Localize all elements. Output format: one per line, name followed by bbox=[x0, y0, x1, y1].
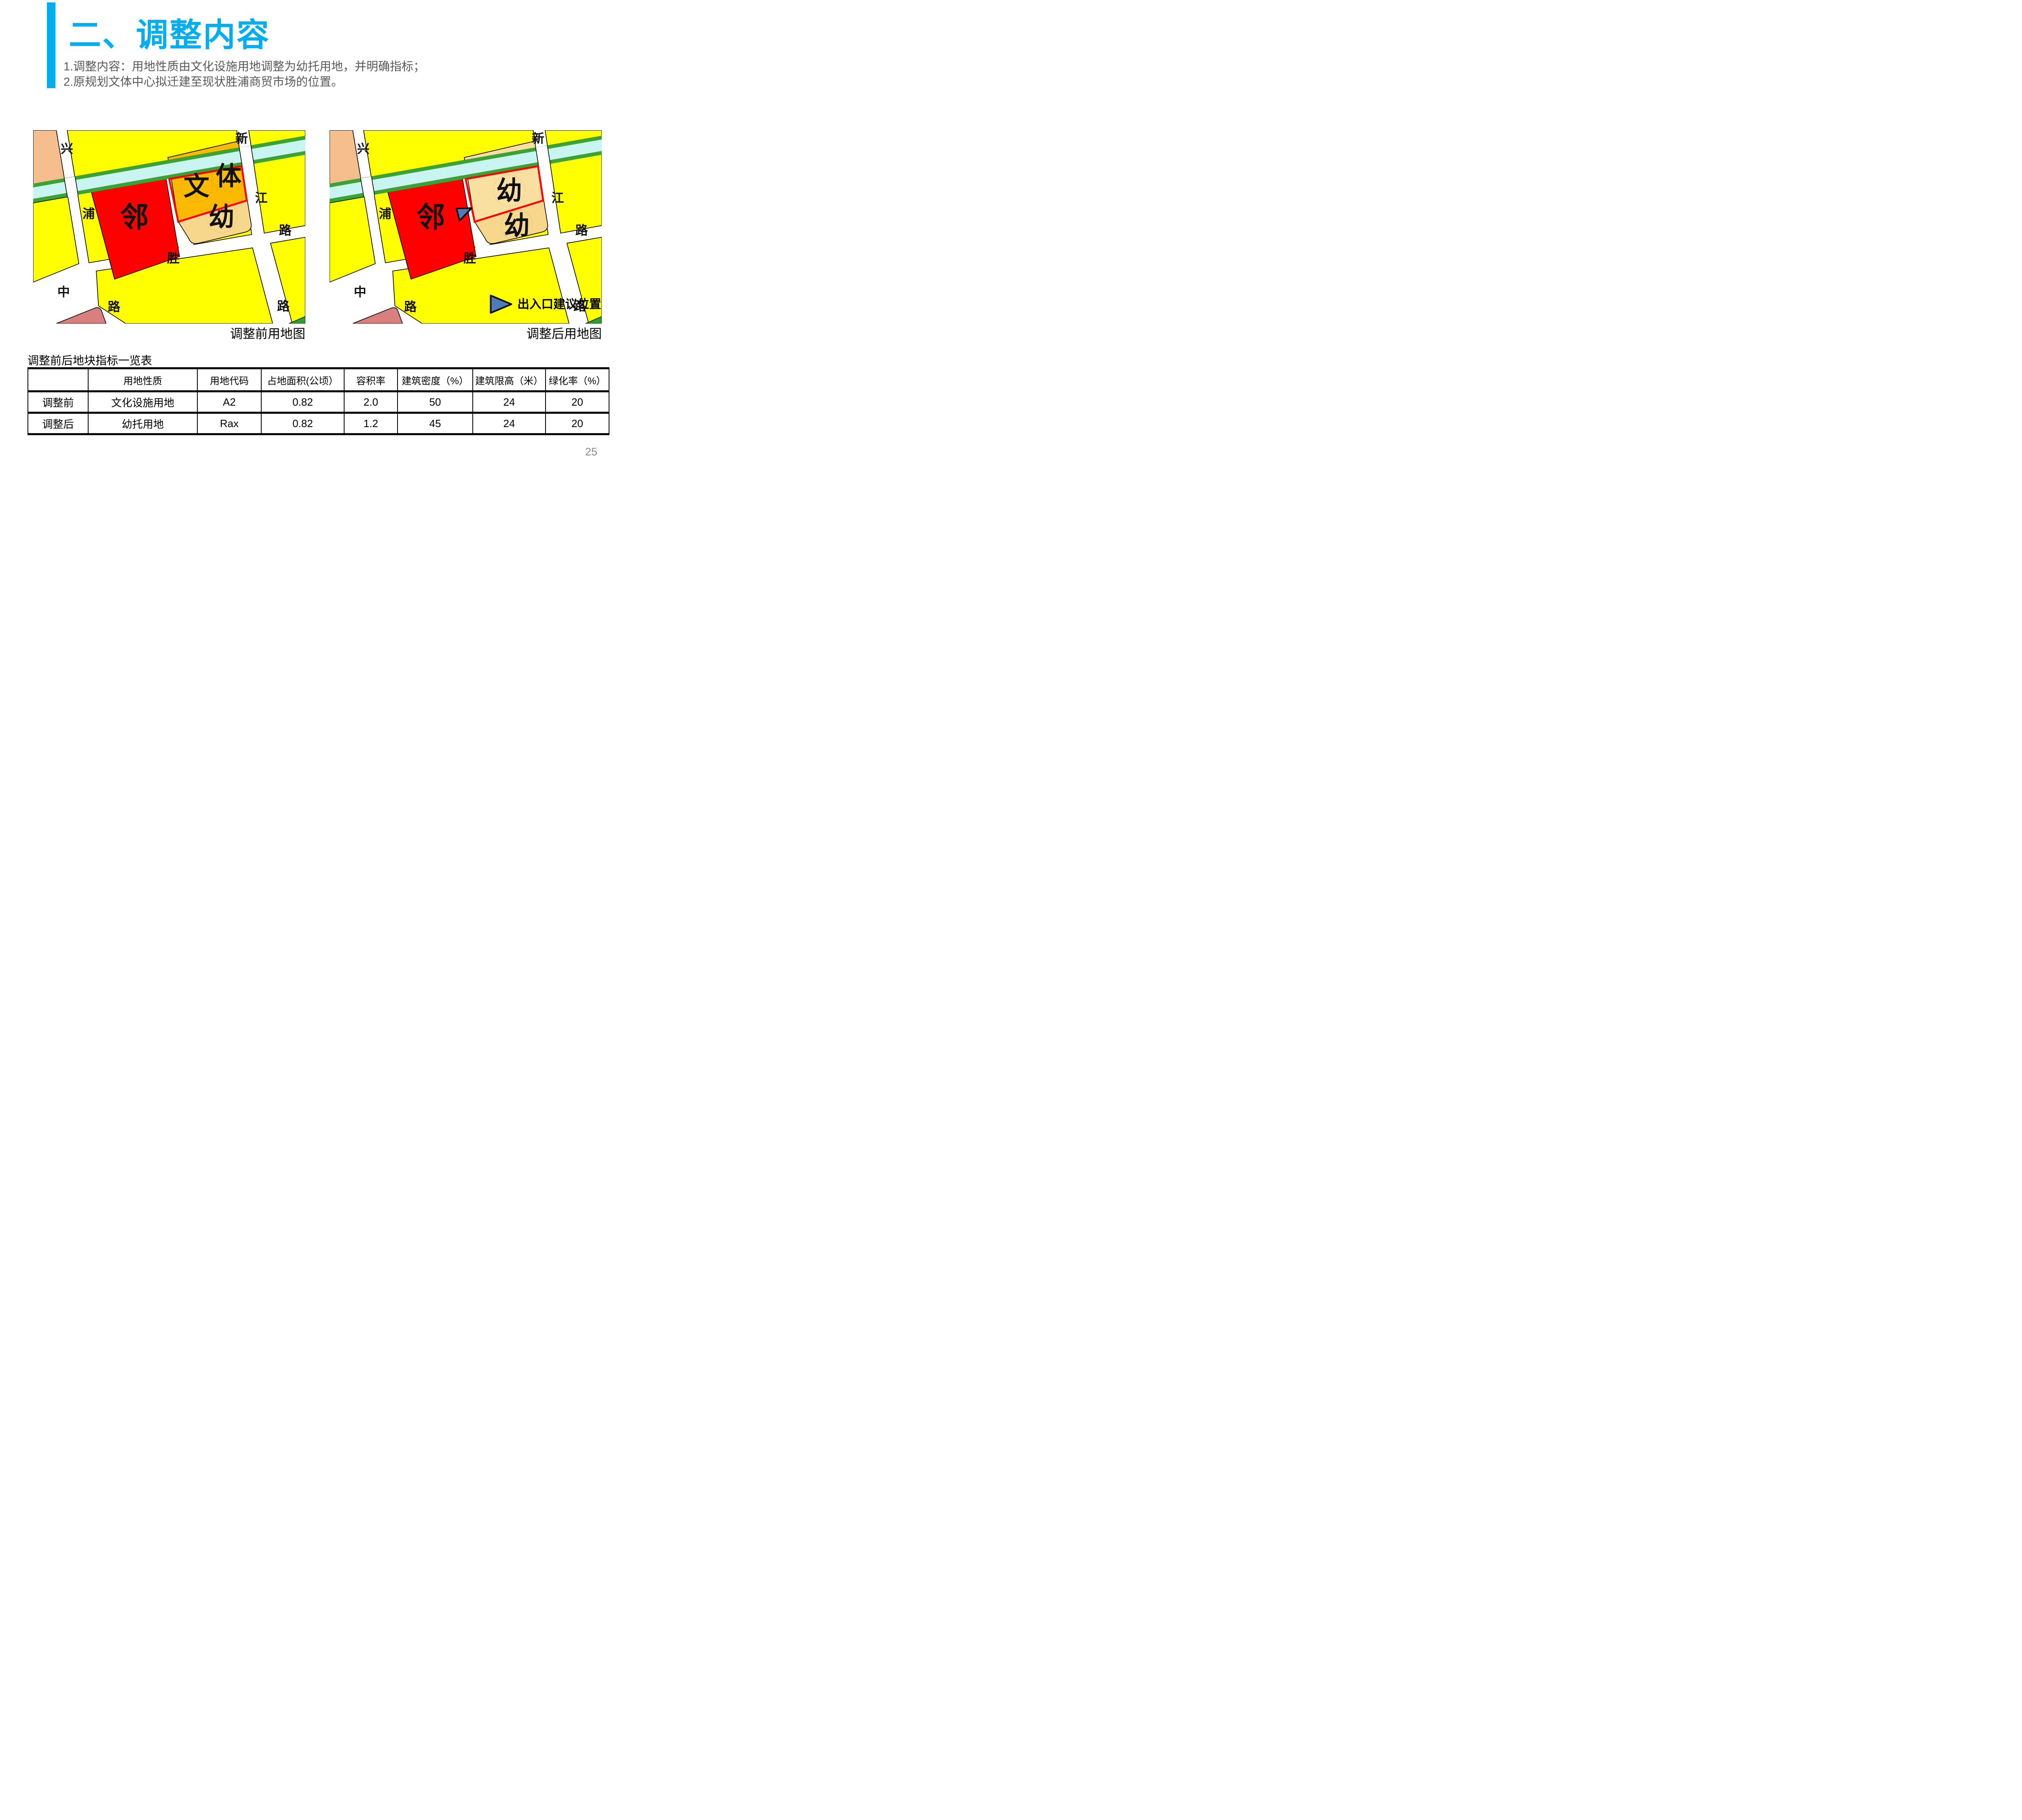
table-cell-highlighted: Rax bbox=[197, 412, 262, 435]
parcel-label: 文 bbox=[184, 171, 209, 201]
faint-circle bbox=[493, 174, 525, 207]
table-cell: A2 bbox=[197, 390, 262, 414]
road-label: 路 bbox=[279, 223, 292, 237]
header-cell: 占地面积(公顷） bbox=[261, 367, 345, 392]
header-cell: 容积率 bbox=[344, 367, 398, 392]
river bbox=[330, 139, 602, 199]
table-cell: 0.82 bbox=[261, 412, 345, 435]
road-label: 胜 bbox=[167, 251, 180, 265]
parcel-label: 幼 bbox=[209, 202, 235, 231]
intro-line-2: 2.原规划文体中心拟迁建至现状胜浦商贸市场的位置。 bbox=[63, 76, 343, 89]
land-use-indicator-table: 用地性质 用地代码 占地面积(公顷） 容积率 建筑密度（%） 建筑限高（米） 绿… bbox=[27, 367, 609, 435]
map-caption-before: 调整前用地图 bbox=[230, 327, 305, 341]
road-over-river bbox=[64, 176, 78, 197]
parcel-label: 幼 bbox=[504, 211, 530, 240]
road-label: 路 bbox=[575, 223, 588, 237]
row-label: 调整前 bbox=[27, 390, 89, 414]
kindergarten-parcel bbox=[178, 200, 252, 244]
header-cell: 建筑限高（米） bbox=[472, 367, 546, 392]
faint-circle bbox=[212, 160, 244, 192]
table-cell-highlighted: 1.2 bbox=[344, 412, 398, 435]
land-use-map-before-svg: 兴 浦 中 路 胜 路 新 江 路 邻 文 体 幼 bbox=[33, 130, 306, 324]
parcel-label: 幼 bbox=[496, 176, 522, 205]
legend-arrow-icon bbox=[490, 294, 512, 314]
pink-parcel bbox=[56, 307, 107, 324]
table-row-before: 调整前 文化设施用地 A2 0.82 2.0 50 24 20 bbox=[27, 390, 609, 414]
pink-parcel bbox=[352, 307, 403, 324]
green-bank-bottom bbox=[33, 151, 305, 203]
parcel-label: 邻 bbox=[120, 201, 149, 233]
road-label: 路 bbox=[108, 300, 120, 314]
table-cell: 24 bbox=[472, 390, 546, 414]
road-edge bbox=[535, 147, 539, 166]
road-label: 江 bbox=[552, 191, 564, 205]
road-label: 胜 bbox=[463, 251, 476, 265]
intro-text: 1.调整内容：用地性质由文化设施用地调整为幼托用地，并明确指标； 2.原规划文体… bbox=[63, 59, 425, 90]
entrance-marker-icon bbox=[455, 207, 473, 222]
parcel-label: 邻 bbox=[417, 201, 445, 233]
road-label: 中 bbox=[57, 285, 70, 299]
road-label: 路 bbox=[277, 299, 290, 313]
faint-circle bbox=[501, 209, 533, 242]
road-label: 新 bbox=[532, 131, 544, 146]
table-cell: 0.82 bbox=[261, 390, 345, 414]
road-edge bbox=[547, 145, 551, 164]
road-over-river bbox=[239, 145, 254, 166]
land-use-map-before: 兴 浦 中 路 胜 路 新 江 路 邻 文 体 幼 bbox=[33, 130, 306, 324]
table-row-after: 调整后 幼托用地 Rax 0.82 1.2 45 24 20 bbox=[27, 412, 609, 435]
road-edge bbox=[371, 176, 375, 195]
table-cell: 2.0 bbox=[344, 390, 398, 414]
road-label: 浦 bbox=[82, 207, 95, 221]
table-title: 调整前后地块指标一览表 bbox=[27, 354, 152, 367]
slide: 二、调整内容 1.调整内容：用地性质由文化设施用地调整为幼托用地，并明确指标； … bbox=[0, 0, 634, 476]
page-title: 二、调整内容 bbox=[69, 17, 270, 53]
road-label: 新 bbox=[235, 131, 248, 146]
road-label: 中 bbox=[354, 285, 366, 299]
land-use-map-after: 出入口建议位置 兴 浦 中 路 胜 路 新 江 路 邻 幼 幼 bbox=[329, 130, 602, 324]
road-label: 兴 bbox=[61, 142, 73, 156]
faint-circle bbox=[205, 201, 238, 233]
road-edge bbox=[74, 176, 78, 195]
road-label: 江 bbox=[255, 191, 268, 205]
road-over-river bbox=[360, 176, 375, 197]
green-bank-top bbox=[33, 135, 305, 188]
table-header-row: 用地性质 用地代码 占地面积(公顷） 容积率 建筑密度（%） 建筑限高（米） 绿… bbox=[27, 367, 609, 392]
river bbox=[33, 139, 305, 199]
parcel-label: 体 bbox=[216, 161, 241, 190]
header-cell: 用地性质 bbox=[88, 367, 198, 392]
table-cell: 24 bbox=[472, 412, 546, 435]
green-bank-top bbox=[330, 135, 602, 188]
road-label: 路 bbox=[404, 300, 417, 314]
adjustment-highlight-outline bbox=[168, 165, 248, 223]
faint-circle bbox=[180, 170, 213, 202]
legend-label: 出入口建议位置 bbox=[517, 297, 601, 311]
road-edge bbox=[250, 145, 254, 164]
land-use-map-after-svg: 出入口建议位置 兴 浦 中 路 胜 路 新 江 路 邻 幼 幼 bbox=[329, 130, 602, 324]
intro-line-1: 1.调整内容：用地性质由文化设施用地调整为幼托用地，并明确指标； bbox=[63, 60, 425, 73]
table-cell-highlighted: 幼托用地 bbox=[88, 412, 198, 435]
road-edge bbox=[63, 178, 68, 197]
table-cell: 20 bbox=[545, 390, 609, 414]
road-edge bbox=[239, 147, 243, 166]
header-cell: 建筑密度（%） bbox=[397, 367, 473, 392]
header-cell: 绿化率（%） bbox=[545, 367, 609, 392]
road-label: 浦 bbox=[379, 207, 391, 221]
green-bank-bottom bbox=[330, 151, 602, 203]
header-cell: 用地代码 bbox=[197, 367, 262, 392]
table-cell: 文化设施用地 bbox=[88, 390, 198, 414]
page-number: 25 bbox=[585, 446, 598, 458]
title-accent-bar bbox=[47, 2, 55, 88]
road-label: 路 bbox=[573, 299, 586, 313]
table-cell-highlighted: 45 bbox=[397, 412, 473, 435]
table-cell-highlighted: 20 bbox=[545, 412, 609, 435]
table-cell: 50 bbox=[397, 390, 473, 414]
road-edge bbox=[360, 178, 364, 197]
row-label: 调整后 bbox=[27, 412, 89, 435]
kindergarten-parcel-lower bbox=[474, 200, 548, 244]
map-caption-after: 调整后用地图 bbox=[527, 327, 602, 341]
header-cell-empty bbox=[27, 367, 89, 392]
road-over-river bbox=[535, 145, 550, 166]
road-label: 兴 bbox=[357, 142, 370, 156]
